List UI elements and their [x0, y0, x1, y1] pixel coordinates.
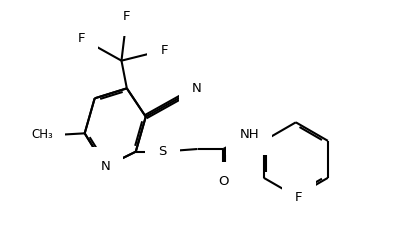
Text: CH₃: CH₃: [31, 128, 53, 141]
Text: NH: NH: [240, 129, 259, 142]
Text: N: N: [192, 82, 202, 95]
Text: F: F: [123, 9, 130, 23]
Text: N: N: [101, 160, 110, 173]
Text: F: F: [78, 32, 85, 45]
Text: F: F: [161, 44, 168, 56]
Text: O: O: [218, 175, 229, 188]
Text: F: F: [295, 191, 303, 204]
Text: S: S: [158, 145, 167, 158]
